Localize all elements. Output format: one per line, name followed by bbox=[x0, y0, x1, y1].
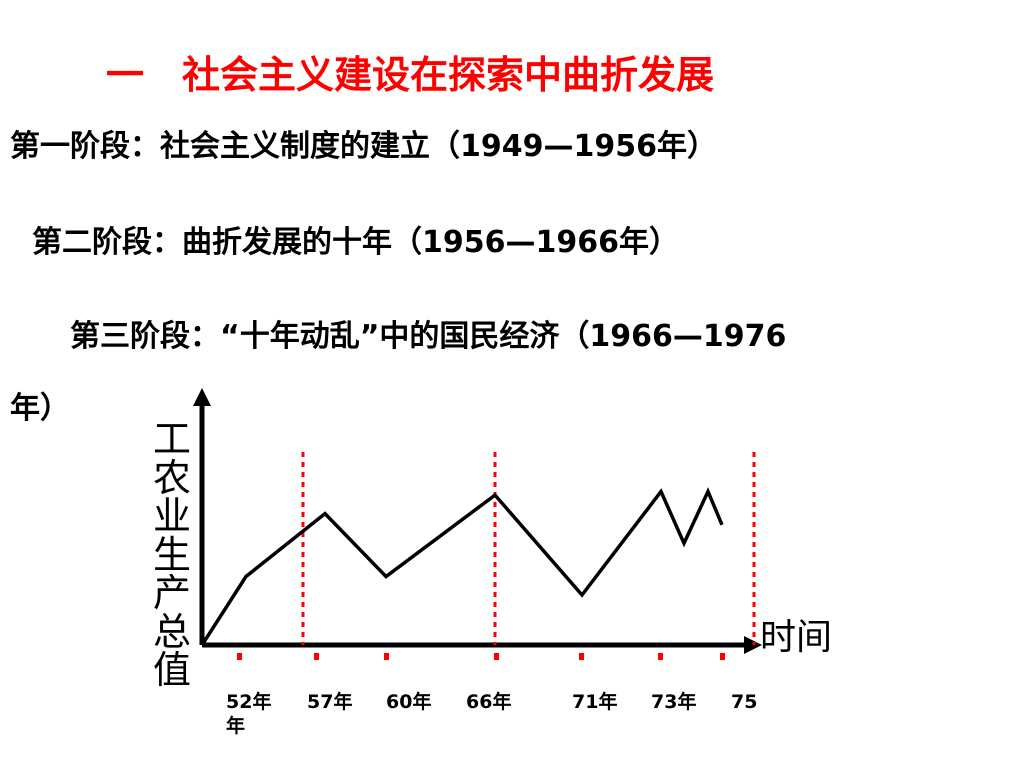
x-tick-label: 60年 bbox=[386, 691, 432, 713]
y-axis-label: 工农业生产总值 bbox=[152, 420, 192, 690]
x-tick-label: 75 bbox=[731, 691, 758, 713]
x-axis-label: 时间 bbox=[760, 617, 833, 658]
y-axis-arrow bbox=[193, 388, 211, 406]
stage-three-text: 第三阶段：“十年动乱”中的国民经济（1966—1976 bbox=[70, 319, 787, 354]
x-tick-label: 52年年 bbox=[226, 691, 272, 737]
slide-title: 一 社会主义建设在探索中曲折发展 bbox=[106, 53, 715, 97]
y-axis-label-char: 产 bbox=[152, 571, 191, 615]
x-tick-marker-4 bbox=[494, 653, 499, 660]
y-axis-label-char: 农 bbox=[152, 455, 191, 500]
x-tick-marker-5 bbox=[579, 653, 584, 660]
y-axis-label-char: 业 bbox=[152, 494, 191, 538]
x-tick-marker-2 bbox=[314, 653, 319, 660]
y-axis-label-char: 工 bbox=[152, 417, 191, 461]
x-tick-marker-6 bbox=[658, 653, 663, 660]
x-tick-label: 73年 bbox=[651, 691, 697, 713]
stage-two-text: 第二阶段：曲折发展的十年（1956—1966年） bbox=[32, 225, 679, 260]
x-tick-label: 66年 bbox=[466, 691, 512, 713]
stage-three-text-continued: 年） bbox=[10, 391, 70, 426]
x-tick-label: 57年 bbox=[307, 691, 353, 713]
y-axis-label-char: 总 bbox=[152, 609, 191, 654]
x-tick-marker-1 bbox=[237, 653, 242, 660]
stage-one-text: 第一阶段：社会主义制度的建立（1949—1956年） bbox=[10, 129, 717, 164]
y-axis-label-char: 生 bbox=[152, 532, 191, 577]
y-axis-label-char: 值 bbox=[152, 648, 191, 692]
x-tick-label: 71年 bbox=[572, 691, 618, 713]
x-tick-marker-3 bbox=[384, 653, 389, 660]
x-tick-marker-7 bbox=[720, 653, 725, 660]
production-value-line bbox=[200, 487, 724, 646]
